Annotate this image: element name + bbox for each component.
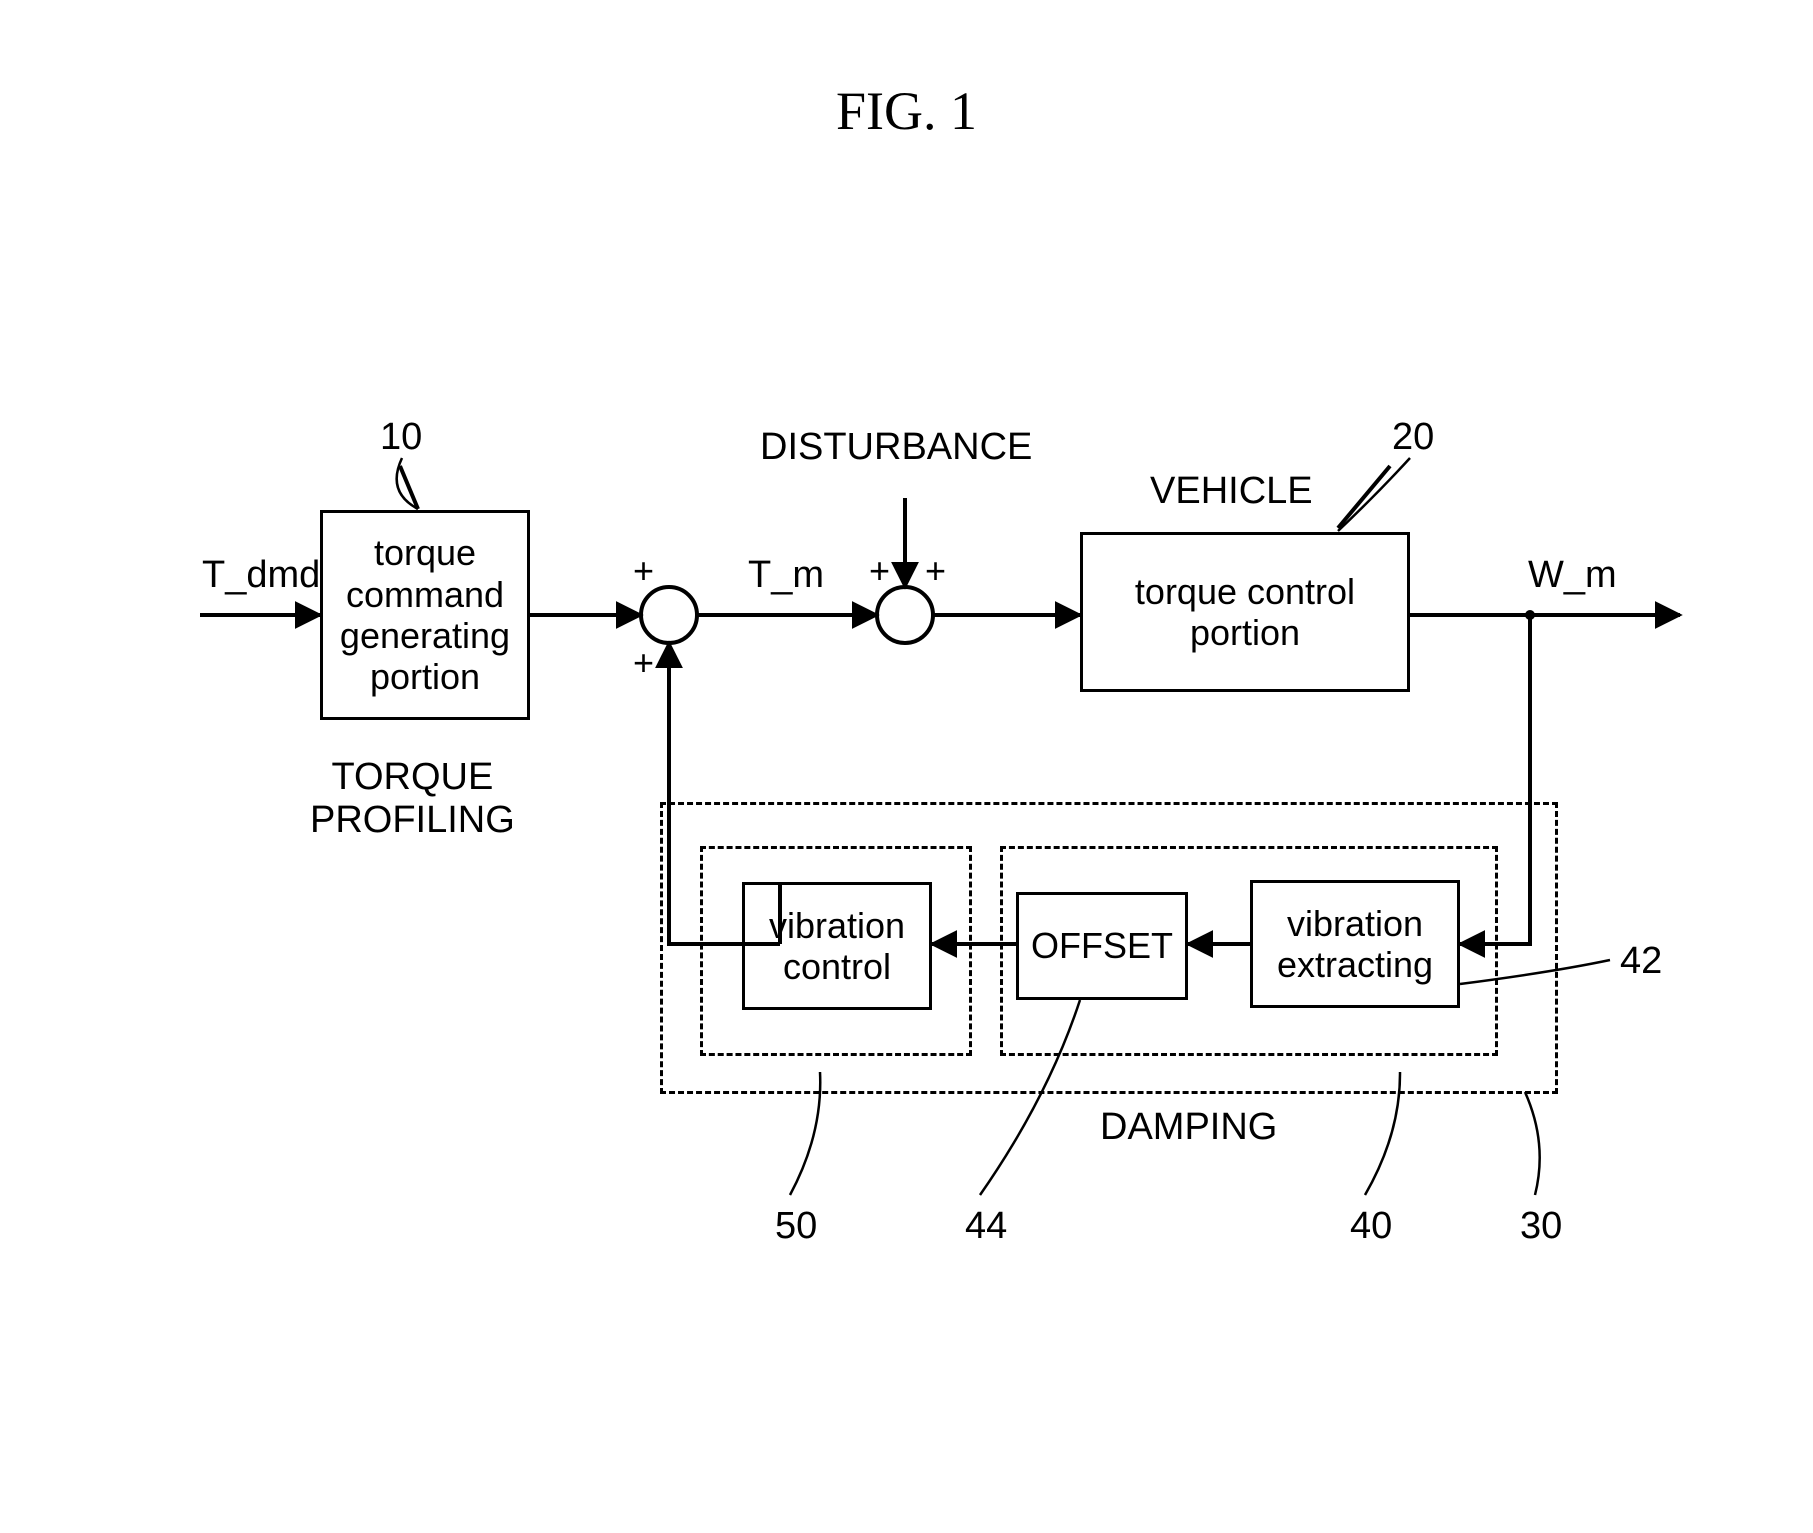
svg-text:+: +: [869, 550, 890, 591]
torque-profiling-label: TORQUEPROFILING: [310, 756, 515, 842]
refnum-42: 42: [1620, 940, 1662, 983]
refnum-20: 20: [1392, 416, 1434, 459]
torque-control-block: torque controlportion: [1080, 532, 1410, 692]
refnum-10: 10: [380, 416, 422, 459]
svg-text:+: +: [633, 550, 654, 591]
refnum-44: 44: [965, 1205, 1007, 1248]
svg-text:+: +: [633, 642, 654, 683]
refnum-50: 50: [775, 1205, 817, 1248]
diagram-canvas: FIG. 1 torquecommandgeneratingportion to…: [0, 0, 1813, 1533]
damping-right-box: [1000, 846, 1498, 1056]
signal-w-m: W_m: [1528, 554, 1617, 597]
refnum-30: 30: [1520, 1205, 1562, 1248]
svg-text:+: +: [925, 550, 946, 591]
vehicle-label: VEHICLE: [1150, 470, 1313, 513]
refnum-40: 40: [1350, 1205, 1392, 1248]
signal-t-m: T_m: [748, 554, 824, 597]
signal-t-dmd: T_dmd: [202, 554, 320, 597]
disturbance-label: DISTURBANCE: [760, 426, 1032, 469]
figure-title: FIG. 1: [836, 80, 977, 142]
wiring-svg: + + + +: [0, 0, 1813, 1533]
damping-left-box: [700, 846, 972, 1056]
torque-command-generating-block: torquecommandgeneratingportion: [320, 510, 530, 720]
damping-label: DAMPING: [1100, 1106, 1277, 1149]
